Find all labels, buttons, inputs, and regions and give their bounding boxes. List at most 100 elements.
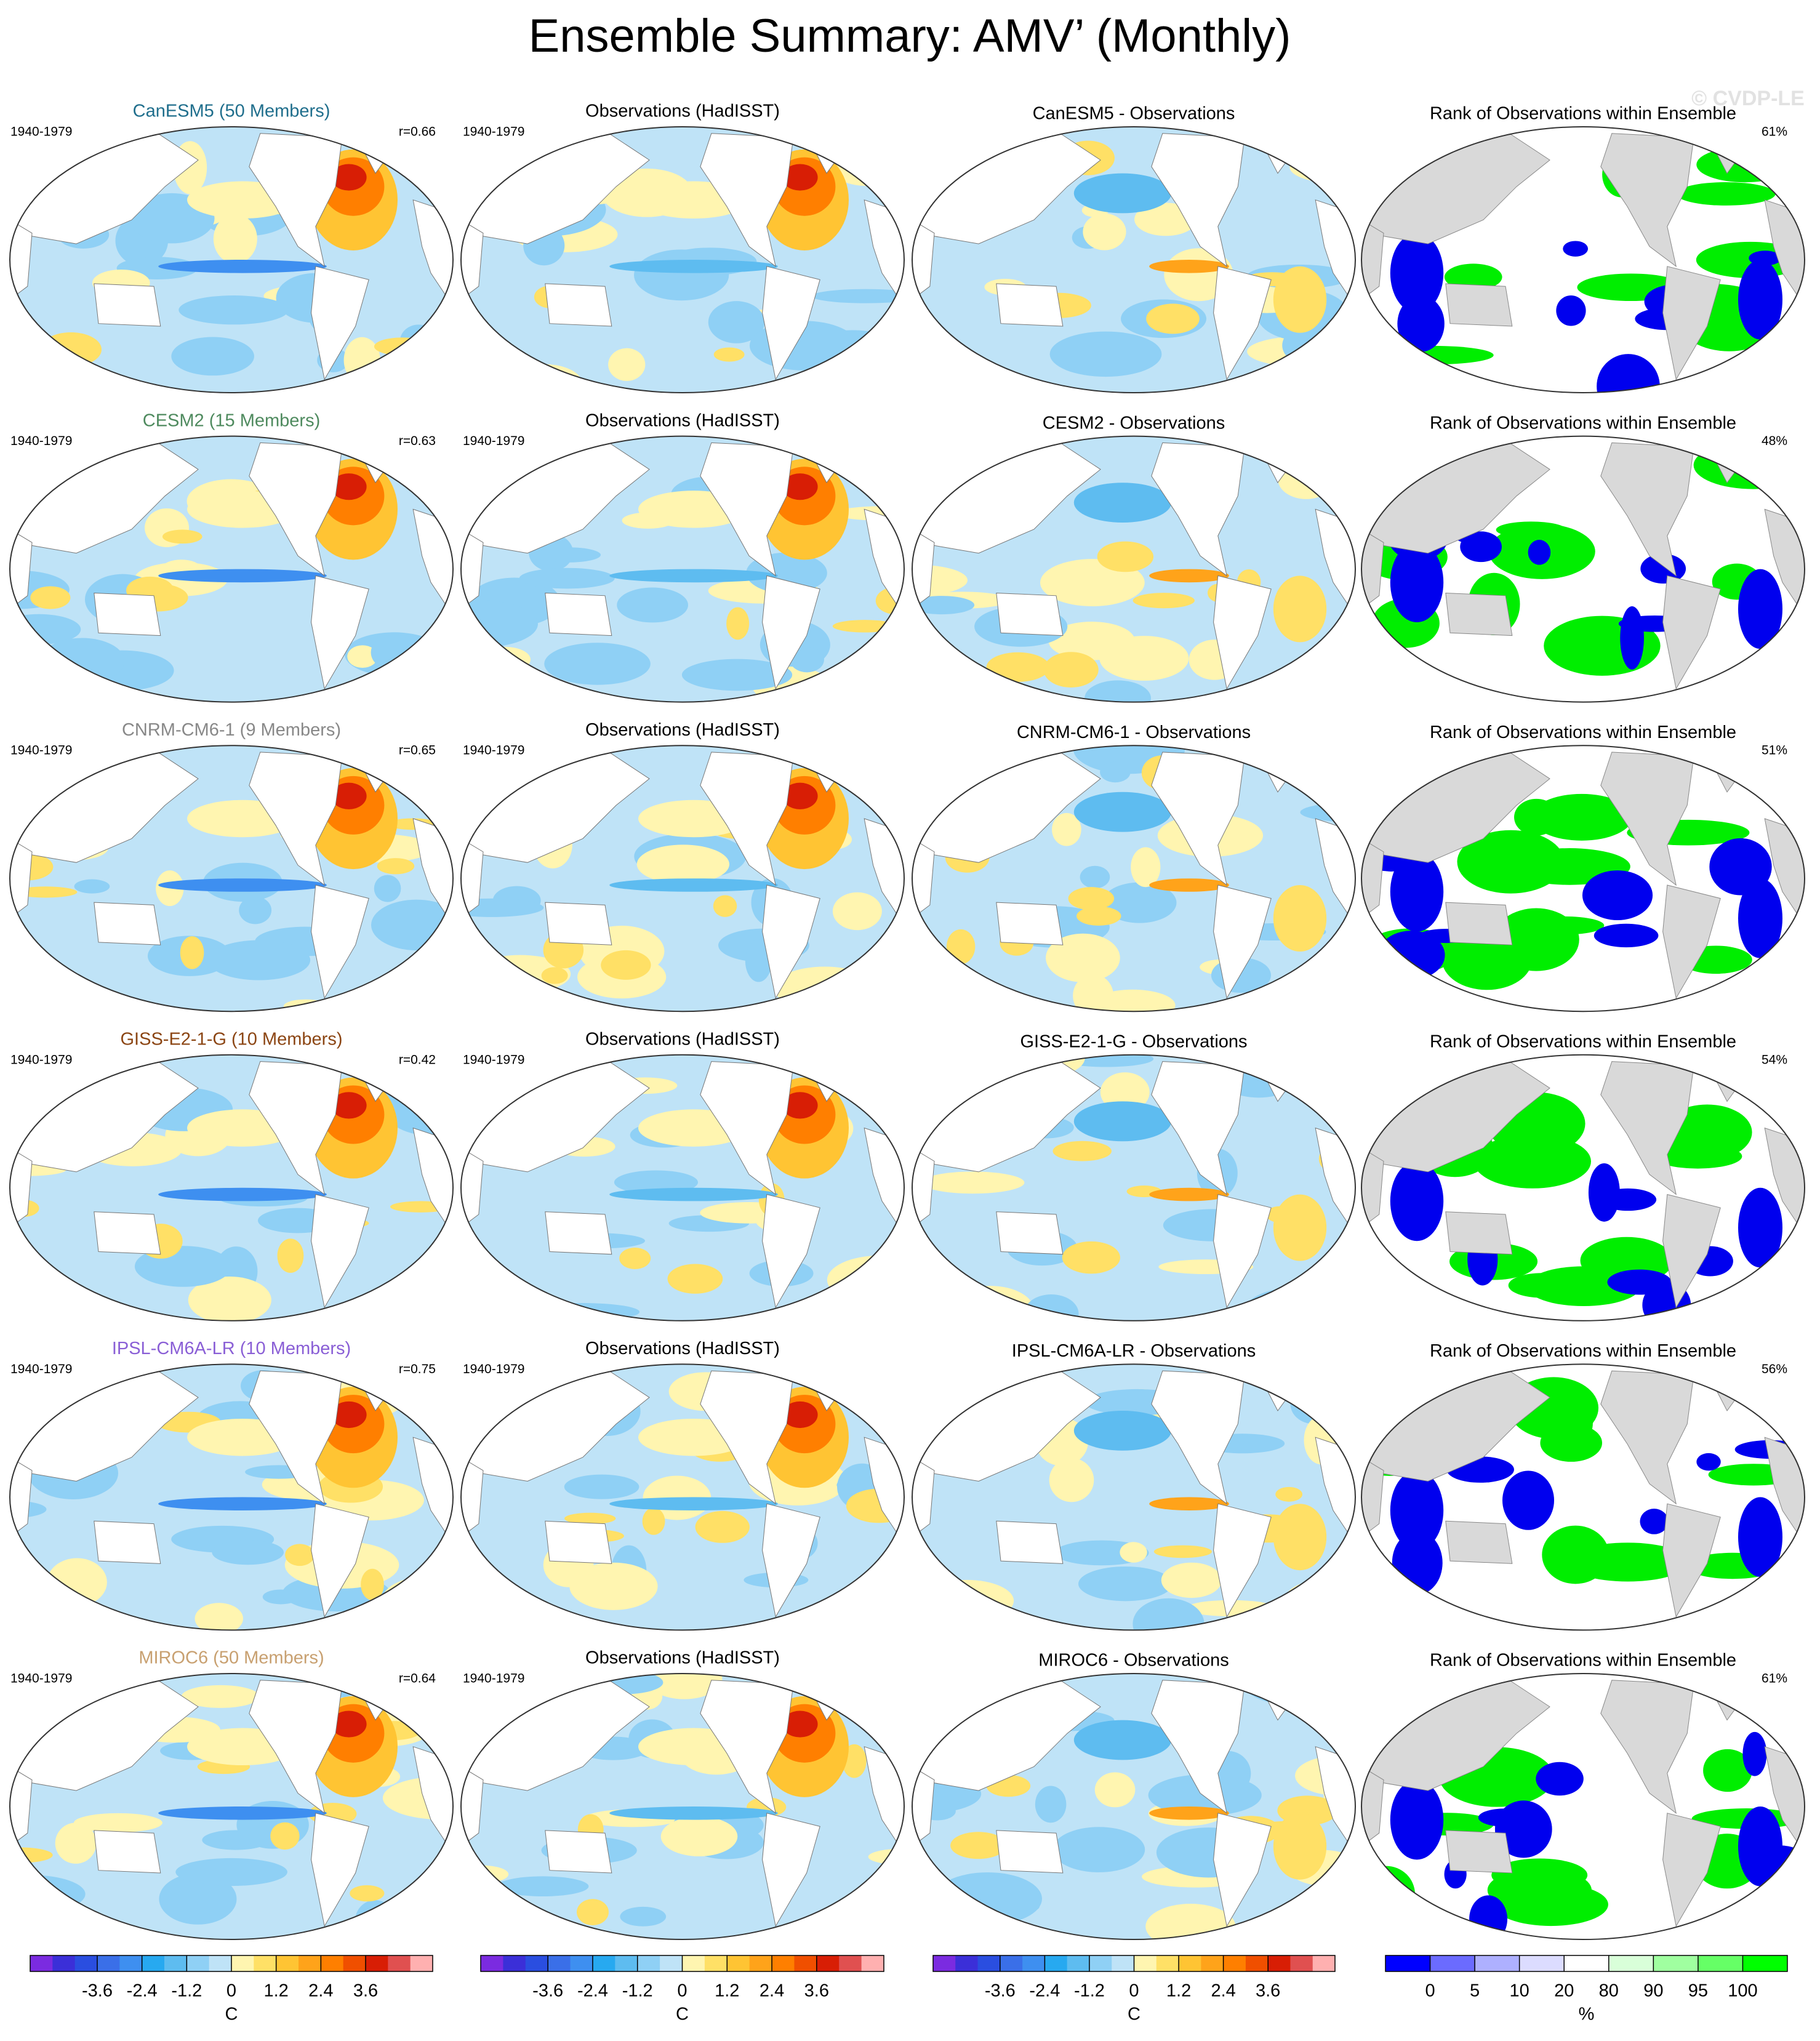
colorbar-box <box>119 1955 143 1971</box>
map-shading <box>277 1238 304 1273</box>
map <box>461 1364 904 1630</box>
map-border <box>1361 126 1805 393</box>
colorbar-unit: C <box>225 2005 238 2024</box>
map <box>1361 1364 1805 1630</box>
map-shading <box>331 1710 367 1738</box>
map <box>1361 1674 1805 1939</box>
rank-percent: 56% <box>1762 1362 1787 1376</box>
map-border <box>912 126 1356 393</box>
map-shading <box>1100 761 1131 783</box>
land <box>461 838 484 919</box>
colorbar-box <box>682 1955 705 1971</box>
map-shading <box>609 260 778 273</box>
map-shading <box>47 1558 107 1606</box>
colorbar-box <box>366 1955 388 1971</box>
land <box>700 133 794 268</box>
map-shading <box>1153 1545 1212 1558</box>
colorbar-frame <box>1385 1955 1788 1972</box>
land <box>996 1830 1064 1874</box>
land <box>94 1211 161 1255</box>
map-shading <box>636 844 730 884</box>
watermark: © CVDP-LE <box>1691 87 1805 110</box>
map-shading <box>1582 870 1653 920</box>
map-shading <box>461 898 544 917</box>
map-shading <box>695 1510 750 1543</box>
diff-title: CanESM5 - Observations <box>1033 104 1235 124</box>
map-shading <box>331 1092 367 1119</box>
map-shading <box>1149 260 1229 273</box>
colorbar-unit: C <box>676 2005 689 2024</box>
colorbar-tick-label: 0 <box>1129 1981 1139 2001</box>
colorbar-tick-label: -2.4 <box>127 1981 158 2001</box>
land <box>94 283 161 327</box>
period: 1940-1979 <box>10 125 72 139</box>
map <box>461 1674 904 1939</box>
land <box>1662 1193 1721 1309</box>
model-label: CNRM-CM6-1 (9 Members) <box>122 720 341 740</box>
map-shading <box>1742 1731 1767 1776</box>
land <box>461 1766 484 1847</box>
map-border <box>1361 1363 1805 1631</box>
land <box>545 1520 612 1564</box>
land <box>1445 1211 1513 1255</box>
colorbar-box <box>254 1955 277 1971</box>
land <box>94 1830 161 1874</box>
map-shading <box>1703 1749 1752 1792</box>
map-shading <box>461 969 529 1009</box>
map-shading <box>385 1085 453 1136</box>
land <box>1600 1061 1694 1195</box>
map-shading <box>194 1603 243 1630</box>
land <box>1151 1061 1245 1195</box>
diff-title: GISS-E2-1-G - Observations <box>1020 1032 1247 1051</box>
map-shading <box>782 473 818 500</box>
model-label: IPSL-CM6A-LR (10 Members) <box>112 1339 351 1358</box>
land <box>1361 1456 1384 1538</box>
colorbar-tick-label: -3.6 <box>985 1981 1016 2001</box>
land <box>912 838 935 919</box>
map-shading <box>564 1512 616 1525</box>
colorbar-box <box>955 1955 979 1971</box>
colorbar-box <box>1022 1955 1045 1971</box>
map <box>912 1674 1355 1939</box>
map-shading <box>1245 1286 1355 1321</box>
map-shading <box>544 643 651 685</box>
colorbar-tick-label: -1.2 <box>622 1981 653 2001</box>
map-shading <box>350 1885 385 1902</box>
model-label: GISS-E2-1-G (10 Members) <box>121 1029 343 1049</box>
map <box>10 1054 453 1321</box>
colorbar-unit: % <box>1579 2005 1595 2024</box>
map-border <box>912 1363 1356 1631</box>
map-shading <box>1048 622 1136 660</box>
colorbar-box <box>933 1955 956 1971</box>
map <box>1361 1054 1805 1321</box>
map-shading <box>461 1856 479 1877</box>
map <box>10 436 453 702</box>
obs-title: Observations (HadISST) <box>585 1339 780 1358</box>
map-shading <box>1290 1384 1337 1424</box>
land <box>1662 575 1721 690</box>
map-shading <box>181 1685 260 1708</box>
land <box>996 283 1064 327</box>
land <box>1445 1830 1513 1874</box>
map-shading <box>355 1900 396 1939</box>
map-shading <box>1457 830 1565 894</box>
period: 1940-1979 <box>463 434 524 448</box>
diff-title: MIROC6 - Observations <box>1038 1651 1229 1670</box>
colorbar-box <box>839 1955 862 1971</box>
rank-title: Rank of Observations within Ensemble <box>1430 104 1736 124</box>
map-shading <box>912 596 975 615</box>
land <box>10 838 33 919</box>
map-shading <box>404 767 453 806</box>
colorbar-tick-label: 3.6 <box>353 1981 378 2001</box>
colorbar-box <box>52 1955 76 1971</box>
land <box>1361 528 1384 610</box>
diff-title: IPSL-CM6A-LR - Observations <box>1012 1341 1256 1361</box>
map <box>912 436 1355 702</box>
map-shading <box>543 1054 575 1074</box>
colorbar-box <box>410 1955 433 1971</box>
land <box>1445 283 1513 327</box>
map-border <box>9 745 454 1012</box>
map-shading <box>1049 1458 1094 1502</box>
colorbar-box <box>231 1955 254 1971</box>
colorbar-tick-label: 5 <box>1470 1981 1480 2001</box>
